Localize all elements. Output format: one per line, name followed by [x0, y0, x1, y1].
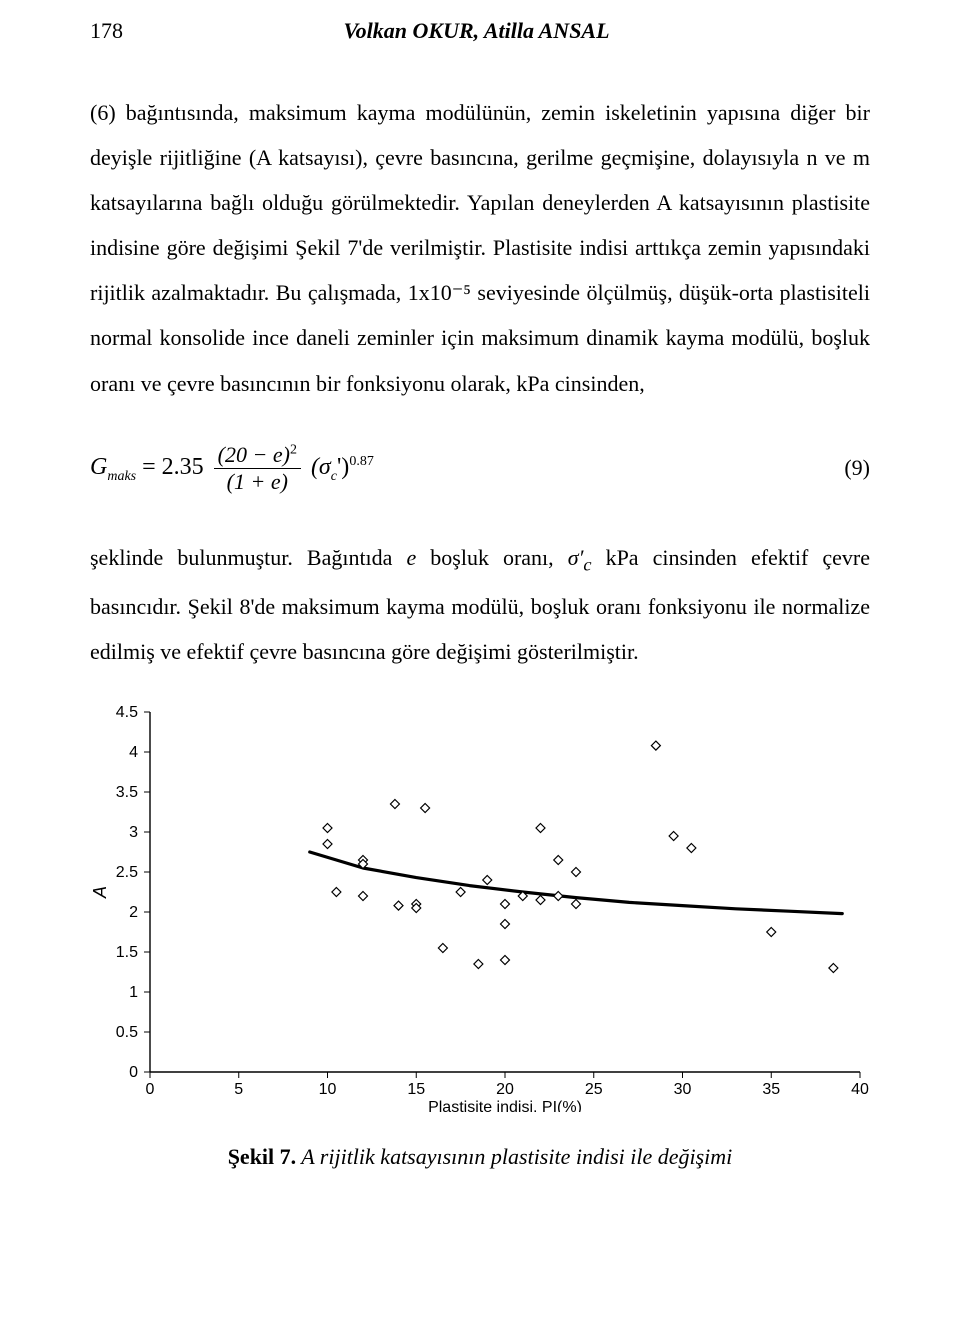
paragraph-2: şeklinde bulunmuştur. Bağıntıda e boşluk…	[90, 535, 870, 674]
eq-tail: (σ	[311, 454, 331, 480]
p2-sigma: σ′	[568, 545, 584, 570]
svg-text:3: 3	[129, 824, 138, 841]
equation-number: (9)	[844, 455, 870, 481]
svg-text:4: 4	[129, 744, 138, 761]
svg-text:0: 0	[129, 1064, 138, 1081]
svg-text:0: 0	[146, 1081, 155, 1098]
p2-b: boşluk oranı,	[416, 545, 567, 570]
eq-equals: = 2.35	[142, 454, 204, 480]
p2-a: şeklinde bulunmuştur. Bağıntıda	[90, 545, 406, 570]
p2-sigma-sub: c	[583, 554, 591, 574]
svg-text:35: 35	[762, 1081, 780, 1098]
caption-text: A rijitlik katsayısının plastisite indis…	[296, 1144, 732, 1169]
eq-frac-den: (1 + e)	[214, 469, 301, 495]
figure-caption: Şekil 7. A rijitlik katsayısının plastis…	[90, 1144, 870, 1170]
page-header: 178 Volkan OKUR, Atilla ANSAL	[90, 18, 870, 44]
chart-svg: 0 0.5 1 1.5 2 2.5 3 3.5 4 4.5 0 5 10 15 20 25 30 35 40 Plas…	[90, 702, 870, 1112]
svg-text:Plastisite indisi, PI(%): Plastisite indisi, PI(%)	[428, 1099, 582, 1112]
svg-text:20: 20	[496, 1081, 514, 1098]
svg-text:4.5: 4.5	[116, 704, 138, 721]
equation-9: Gmaks = 2.35 (20 − e)2 (1 + e) (σc')0.87…	[90, 442, 870, 495]
svg-text:10: 10	[319, 1081, 337, 1098]
caption-label: Şekil 7.	[228, 1144, 296, 1169]
eq-fraction: (20 − e)2 (1 + e)	[214, 442, 301, 495]
eq-tail-prime: ')	[337, 454, 349, 480]
svg-text:2: 2	[129, 904, 138, 921]
svg-text:5: 5	[234, 1081, 243, 1098]
svg-text:3.5: 3.5	[116, 784, 138, 801]
page-number: 178	[90, 18, 123, 44]
svg-text:2.5: 2.5	[116, 864, 138, 881]
eq-lhs-sub: maks	[107, 468, 136, 483]
svg-text:1: 1	[129, 984, 138, 1001]
eq-frac-num: (20 − e)	[218, 442, 290, 467]
svg-text:0.5: 0.5	[116, 1024, 138, 1041]
eq-tail-sup: 0.87	[349, 454, 374, 469]
svg-text:1.5: 1.5	[116, 944, 138, 961]
paragraph-1: (6) bağıntısında, maksimum kayma modülün…	[90, 90, 870, 406]
eq-frac-num-sup: 2	[290, 442, 297, 457]
svg-text:A: A	[90, 886, 110, 899]
chart-a-vs-pi: 0 0.5 1 1.5 2 2.5 3 3.5 4 4.5 0 5 10 15 20 25 30 35 40 Plas…	[90, 702, 870, 1112]
equation-body: Gmaks = 2.35 (20 − e)2 (1 + e) (σc')0.87	[90, 442, 844, 495]
svg-text:30: 30	[674, 1081, 692, 1098]
svg-text:25: 25	[585, 1081, 603, 1098]
p2-e: e	[406, 545, 416, 570]
eq-lhs: G	[90, 454, 107, 480]
svg-text:15: 15	[407, 1081, 425, 1098]
svg-text:40: 40	[851, 1081, 869, 1098]
header-authors: Volkan OKUR, Atilla ANSAL	[123, 18, 830, 44]
